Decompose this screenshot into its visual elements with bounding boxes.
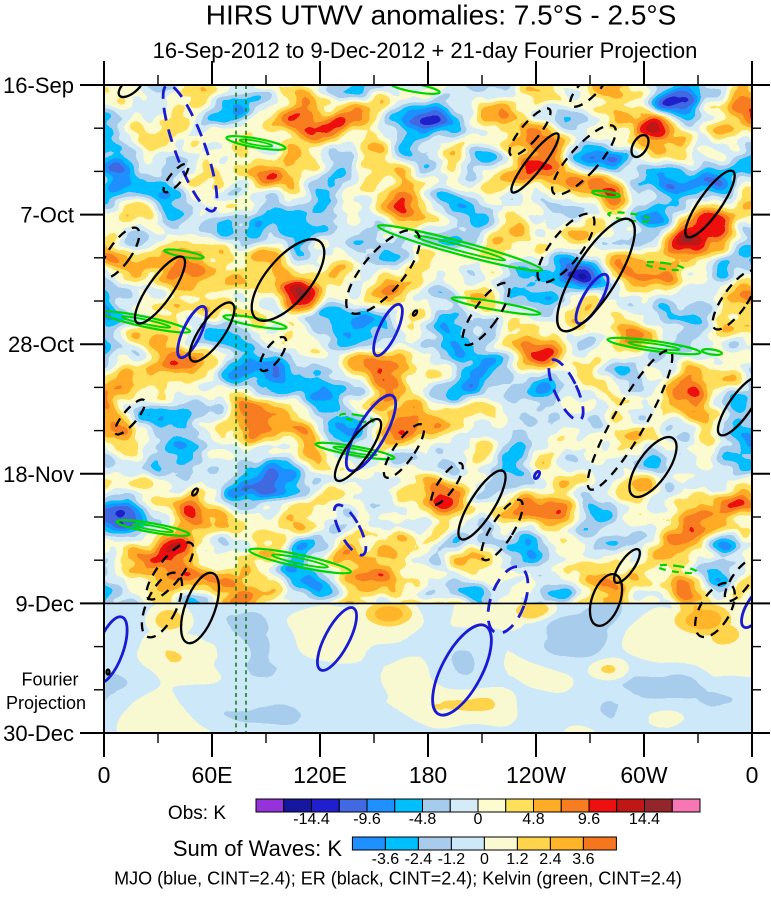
svg-text:9.6: 9.6 <box>578 811 600 828</box>
svg-text:-4.8: -4.8 <box>409 811 437 828</box>
svg-text:HIRS UTWV anomalies: 7.5°S - 2: HIRS UTWV anomalies: 7.5°S - 2.5°S <box>206 0 677 31</box>
svg-text:MJO (blue, CINT=2.4); ER (blac: MJO (blue, CINT=2.4); ER (black, CINT=2.… <box>114 869 682 889</box>
svg-text:0: 0 <box>480 851 489 868</box>
svg-text:60E: 60E <box>192 762 233 788</box>
svg-text:16-Sep: 16-Sep <box>3 73 74 98</box>
svg-text:1.2: 1.2 <box>506 851 528 868</box>
svg-text:7-Oct: 7-Oct <box>20 203 74 228</box>
svg-text:-14.4: -14.4 <box>293 811 330 828</box>
svg-text:-9.6: -9.6 <box>353 811 381 828</box>
svg-text:4.8: 4.8 <box>522 811 544 828</box>
svg-text:60W: 60W <box>620 762 668 788</box>
svg-text:16-Sep-2012 to 9-Dec-2012 + 21: 16-Sep-2012 to 9-Dec-2012 + 21-day Fouri… <box>153 38 698 63</box>
svg-text:14.4: 14.4 <box>629 811 660 828</box>
svg-text:2.4: 2.4 <box>539 851 561 868</box>
svg-text:180: 180 <box>409 762 447 788</box>
svg-text:Sum of Waves: K: Sum of Waves: K <box>173 836 342 861</box>
svg-text:Fourier: Fourier <box>21 670 78 690</box>
svg-text:18-Nov: 18-Nov <box>3 462 74 487</box>
svg-text:120E: 120E <box>293 762 347 788</box>
svg-text:0: 0 <box>746 762 759 788</box>
svg-text:9-Dec: 9-Dec <box>15 591 74 616</box>
svg-text:Obs: K: Obs: K <box>168 803 226 824</box>
svg-text:120W: 120W <box>506 762 566 788</box>
svg-text:30-Dec: 30-Dec <box>3 721 74 746</box>
svg-text:0: 0 <box>474 811 483 828</box>
svg-text:-3.6: -3.6 <box>372 851 400 868</box>
svg-text:-1.2: -1.2 <box>438 851 466 868</box>
svg-text:-2.4: -2.4 <box>405 851 433 868</box>
svg-text:3.6: 3.6 <box>572 851 594 868</box>
svg-text:Projection: Projection <box>6 693 86 713</box>
svg-text:0: 0 <box>98 762 111 788</box>
svg-text:28-Oct: 28-Oct <box>8 332 74 357</box>
